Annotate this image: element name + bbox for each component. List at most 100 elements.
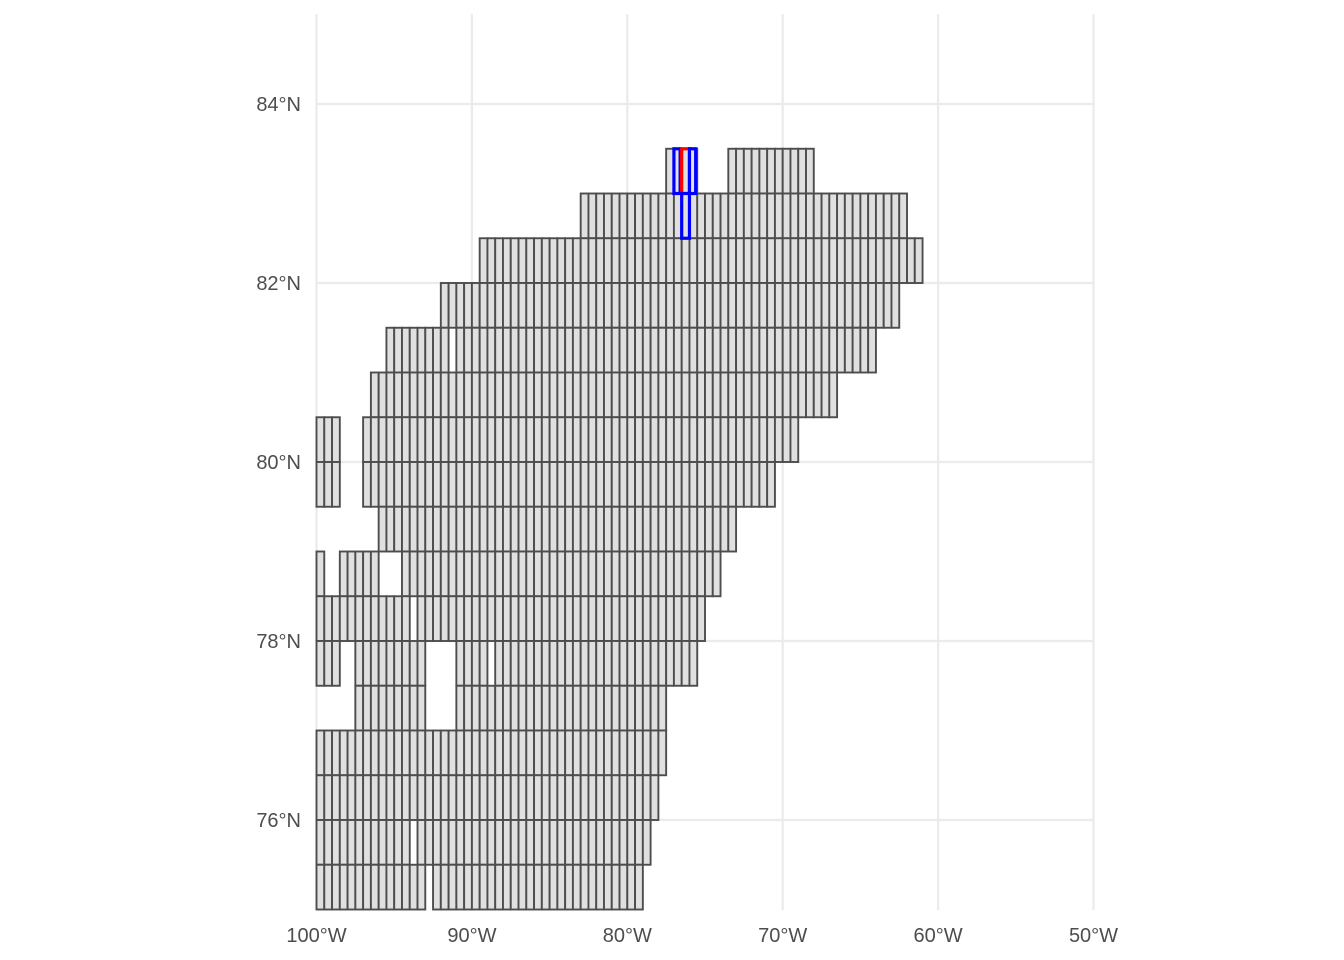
grid-cell [587,640,598,687]
grid-cell [424,416,434,463]
grid-cell [463,282,473,329]
grid-cell [432,863,442,911]
grid-cell [634,595,644,642]
grid-cell [595,282,605,329]
grid-cell [735,282,745,329]
grid-cell [494,640,504,687]
grid-cell [548,863,559,911]
grid-cell [742,371,753,419]
grid-cell [525,550,536,598]
grid-cell [634,819,644,866]
grid-cell [533,461,543,508]
grid-cell [634,237,644,284]
grid-cell [618,774,629,821]
grid-cell [649,461,660,508]
grid-cell [439,774,450,821]
grid-cell [408,416,419,463]
grid-cell [509,326,520,374]
grid-cell [447,505,458,553]
grid-cell [470,684,481,732]
grid-cell [890,237,901,284]
grid-cell [502,550,512,598]
grid-cell [455,729,466,777]
grid-cell [641,416,652,463]
grid-cell [517,237,528,284]
grid-cell [704,461,714,508]
grid-cell [626,237,637,284]
grid-cell [789,416,800,463]
grid-cell [672,237,683,284]
grid-cell [727,282,738,329]
grid-cell [610,863,621,911]
grid-cell [439,729,450,777]
grid-cell [478,326,489,374]
grid-cell [385,729,396,777]
grid-cell [587,550,598,598]
grid-cell [727,505,738,553]
grid-cell [735,326,745,374]
grid-cell [797,371,807,419]
grid-cell [323,595,333,642]
grid-cell [525,282,536,329]
grid-cell [649,192,660,240]
grid-cell [315,595,326,642]
grid-cell [494,863,504,911]
grid-cell [463,595,473,642]
grid-cell [641,550,652,598]
grid-cell [323,729,333,777]
grid-cell [890,282,901,329]
grid-cell [408,550,419,598]
grid-cell [618,684,629,732]
grid-cell [603,640,613,687]
grid-cell [447,774,458,821]
grid-cell [579,505,590,553]
grid-cell [665,192,675,240]
grid-cell [843,237,854,284]
grid-cell [610,729,621,777]
grid-cell [719,416,730,463]
grid-cell [393,863,403,911]
grid-cell [556,461,567,508]
grid-cell [649,729,660,777]
grid-cell [494,819,504,866]
grid-cell [634,326,644,374]
grid-cell [672,505,683,553]
grid-cell [331,461,341,508]
grid-cell [564,371,574,419]
grid-cell [649,371,660,419]
grid-cell [463,774,473,821]
grid-cell [439,595,450,642]
grid-cell [494,282,504,329]
grid-cell [735,237,745,284]
grid-cell [688,282,699,329]
grid-cell [315,729,326,777]
grid-cell [603,416,613,463]
grid-cell [369,819,380,866]
grid-cell [486,684,497,732]
grid-cell [704,282,714,329]
grid-cell [688,461,699,508]
grid-cell [470,819,481,866]
grid-cell [913,237,924,284]
grid-cell [711,505,722,553]
grid-cell [711,550,722,598]
grid-cell [641,505,652,553]
grid-cell [556,416,567,463]
grid-cell [564,863,574,911]
grid-cell [509,461,520,508]
grid-cell [315,416,326,463]
grid-cell [517,461,528,508]
grid-cell [711,371,722,419]
grid-cell [393,595,403,642]
grid-cell [323,461,333,508]
grid-cell [556,729,567,777]
grid-cell [727,147,738,195]
grid-cell [727,416,738,463]
grid-cell [502,505,512,553]
grid-cell [595,774,605,821]
grid-cell [424,371,434,419]
grid-cell [525,416,536,463]
grid-cell [331,416,341,463]
grid-cell [867,192,877,240]
grid-cell [641,237,652,284]
